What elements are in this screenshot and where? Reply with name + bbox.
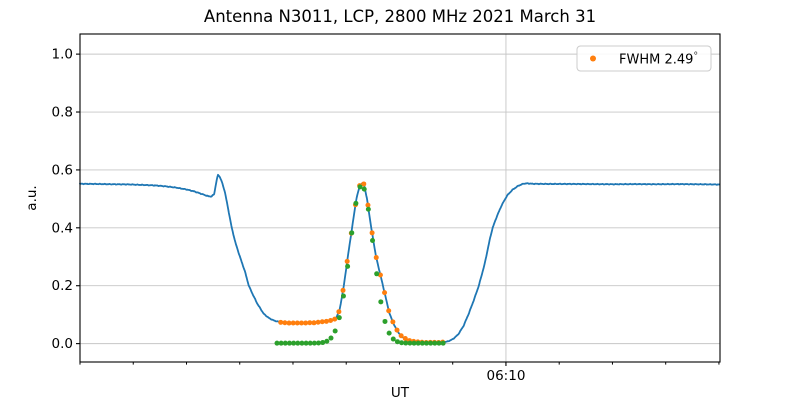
data-point [361, 181, 367, 187]
data-point [399, 340, 405, 346]
data-point [299, 340, 305, 346]
data-point [307, 340, 313, 346]
data-point [282, 320, 288, 326]
x-tick-label: 06:10 [487, 368, 526, 384]
data-point [278, 340, 284, 346]
x-axis-label: UT [391, 385, 410, 400]
data-point [323, 318, 329, 324]
data-point [320, 340, 326, 346]
data-point [432, 340, 438, 346]
data-point [424, 340, 430, 346]
legend-label: FWHM 2.49° [619, 51, 698, 68]
data-point [394, 327, 400, 333]
data-point [311, 320, 317, 326]
data-point [340, 287, 346, 293]
data-point [370, 238, 376, 244]
data-point [386, 330, 392, 336]
data-point [286, 340, 292, 346]
data-point [294, 320, 300, 326]
data-point [436, 340, 442, 346]
data-point [303, 340, 309, 346]
y-tick-label: 0.4 [52, 220, 73, 236]
data-point [402, 336, 408, 342]
y-tick-label: 0.0 [52, 336, 73, 352]
data-point [274, 340, 280, 346]
data-point [328, 317, 334, 323]
plot-data [79, 173, 721, 346]
data-point [365, 206, 371, 212]
data-point [419, 340, 425, 346]
y-tick-label: 1.0 [52, 47, 73, 63]
axes-and-ticks: 0.0 0.2 0.4 0.6 0.8 1.0 06:10 [52, 33, 721, 384]
data-point [332, 328, 338, 334]
data-point [373, 255, 379, 261]
data-point [394, 339, 400, 345]
data-point [299, 320, 304, 326]
data-point [319, 319, 325, 325]
y-tick-label: 0.8 [52, 105, 73, 121]
data-point [336, 315, 342, 321]
data-point [344, 258, 350, 264]
plot-border [79, 33, 721, 363]
data-point [282, 340, 288, 346]
data-point [361, 186, 367, 192]
legend-marker-dot [590, 55, 596, 62]
data-point [324, 338, 330, 344]
data-point [349, 230, 355, 236]
data-point [357, 184, 363, 190]
data-point [411, 340, 417, 346]
data-point [332, 316, 338, 322]
data-point [390, 336, 396, 342]
chart-title: Antenna N3011, LCP, 2800 MHz 2021 March … [204, 7, 596, 26]
data-point [303, 320, 309, 326]
y-axis-label: a.u. [24, 185, 40, 210]
series-drift-scan [79, 173, 721, 344]
data-point [340, 293, 346, 299]
data-point [374, 271, 380, 277]
data-point [316, 340, 322, 346]
y-tick-label: 0.6 [52, 162, 73, 178]
data-point [328, 335, 334, 341]
y-tick-label: 0.2 [52, 278, 73, 294]
data-point [415, 340, 421, 346]
data-point [311, 340, 317, 346]
data-point [382, 318, 388, 324]
data-point [315, 319, 321, 325]
data-point [382, 290, 388, 296]
data-point [390, 319, 396, 325]
data-point [407, 340, 413, 346]
data-point [291, 340, 297, 346]
data-point [295, 340, 301, 346]
series-measured-points [278, 181, 446, 346]
legend: FWHM 2.49° [576, 45, 712, 72]
data-point [428, 340, 434, 346]
data-point [278, 319, 284, 325]
data-point [440, 340, 446, 346]
data-point [365, 202, 371, 208]
data-point [336, 309, 342, 315]
data-point [386, 308, 392, 314]
data-point [307, 320, 313, 326]
grid-lines [80, 34, 720, 362]
legend-box [576, 45, 712, 72]
data-point [369, 230, 375, 236]
data-point [403, 340, 409, 346]
data-point [398, 333, 404, 339]
data-point [290, 320, 296, 326]
data-point [286, 320, 292, 326]
data-point [378, 299, 384, 305]
data-point [345, 263, 351, 269]
series-gaussian-fit-points [274, 184, 446, 346]
data-point [353, 200, 359, 206]
